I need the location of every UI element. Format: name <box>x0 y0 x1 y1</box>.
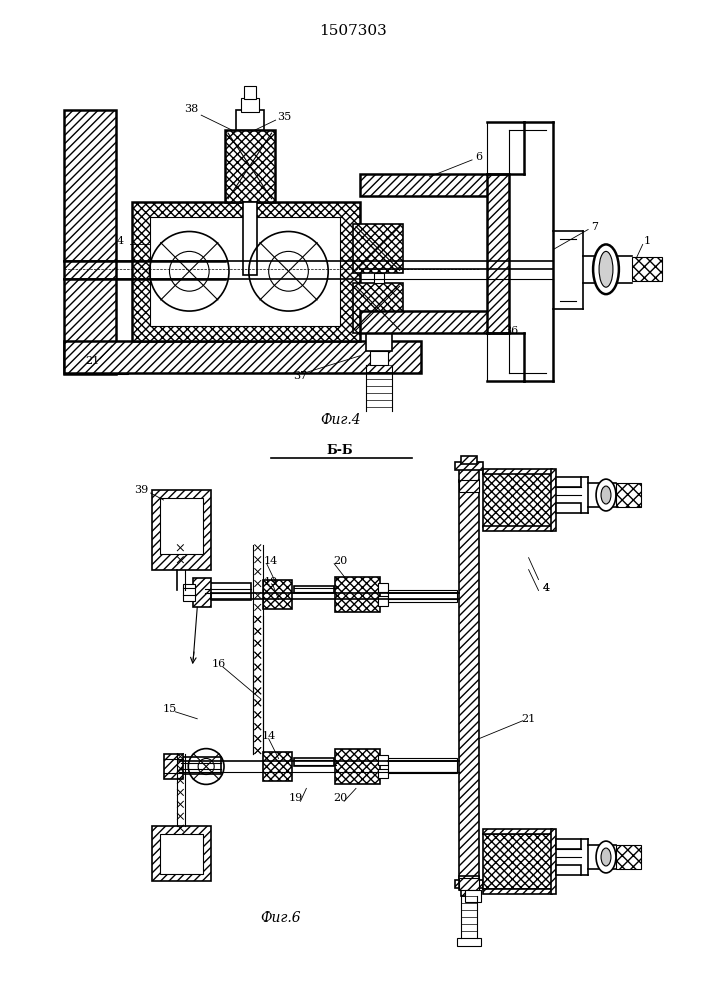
Bar <box>483 829 552 834</box>
Bar <box>378 755 387 765</box>
Bar <box>483 834 552 889</box>
Bar <box>483 469 552 474</box>
Ellipse shape <box>596 479 616 511</box>
Text: 16: 16 <box>212 659 226 669</box>
Bar <box>225 130 274 202</box>
Bar <box>459 480 479 492</box>
Bar <box>263 752 293 781</box>
Ellipse shape <box>599 251 613 287</box>
Bar <box>243 202 257 275</box>
Bar <box>205 583 251 600</box>
Text: 1507303: 1507303 <box>319 24 387 38</box>
Bar <box>335 749 380 784</box>
Bar <box>459 878 479 890</box>
Text: 37: 37 <box>293 371 308 381</box>
Bar <box>459 480 479 878</box>
Text: 14: 14 <box>264 556 278 566</box>
Bar <box>132 202 360 341</box>
Bar <box>378 768 387 778</box>
Bar <box>193 578 211 607</box>
Text: 38: 38 <box>184 104 199 114</box>
Bar <box>295 586 334 593</box>
Bar <box>465 890 481 902</box>
Bar <box>483 472 552 527</box>
Bar <box>461 888 477 896</box>
Bar <box>236 110 264 130</box>
Bar <box>360 174 489 196</box>
Text: 6: 6 <box>475 152 483 162</box>
Bar <box>151 490 211 570</box>
Bar <box>556 839 581 849</box>
Text: 4: 4 <box>543 583 550 593</box>
Ellipse shape <box>601 486 611 504</box>
Bar <box>116 341 128 374</box>
Bar <box>150 217 340 326</box>
Bar <box>616 845 641 869</box>
Bar <box>64 110 116 374</box>
Bar <box>160 498 203 554</box>
Bar <box>459 876 479 890</box>
Bar <box>360 311 489 333</box>
Bar <box>556 503 581 513</box>
Bar <box>387 758 457 773</box>
Text: Фиг.6: Фиг.6 <box>260 911 301 925</box>
Bar <box>151 826 211 881</box>
Bar <box>551 829 556 894</box>
Bar <box>335 577 380 612</box>
Text: 14: 14 <box>262 731 276 741</box>
Text: 36: 36 <box>505 326 519 336</box>
Text: 21: 21 <box>522 714 536 724</box>
Bar <box>366 333 392 351</box>
Bar <box>616 483 641 507</box>
Bar <box>487 174 509 333</box>
Bar <box>551 469 556 531</box>
Bar <box>183 584 195 601</box>
Bar <box>556 477 581 487</box>
Text: 15: 15 <box>163 704 177 714</box>
Text: 7: 7 <box>592 222 599 232</box>
Bar <box>461 456 477 464</box>
Bar <box>160 834 203 874</box>
Bar <box>483 526 552 531</box>
Bar <box>353 283 402 333</box>
Ellipse shape <box>596 841 616 873</box>
Bar <box>387 590 457 602</box>
Bar <box>163 754 183 779</box>
Bar <box>556 865 581 875</box>
Bar <box>459 468 479 482</box>
Text: 20: 20 <box>333 793 347 803</box>
Bar <box>370 351 387 365</box>
Text: 39: 39 <box>134 485 148 495</box>
Bar <box>632 257 662 281</box>
Text: 1: 1 <box>644 236 651 246</box>
Ellipse shape <box>601 848 611 866</box>
Bar <box>182 757 221 774</box>
Text: 19: 19 <box>288 793 303 803</box>
Text: 20: 20 <box>333 556 347 566</box>
Bar <box>483 889 552 894</box>
Text: 19: 19 <box>264 577 278 587</box>
Bar <box>378 583 387 592</box>
Bar <box>295 758 334 766</box>
Bar <box>263 580 293 609</box>
Text: 4: 4 <box>116 236 124 246</box>
Text: 4: 4 <box>543 583 550 593</box>
Bar <box>455 462 483 470</box>
Bar <box>244 86 256 99</box>
Bar <box>374 273 384 283</box>
Text: Б-Б: Б-Б <box>327 444 354 457</box>
Text: 21: 21 <box>85 356 99 366</box>
Ellipse shape <box>593 244 619 294</box>
Bar <box>378 596 387 606</box>
Bar <box>241 98 259 112</box>
Bar <box>455 880 483 888</box>
Text: Фиг.4: Фиг.4 <box>320 413 361 427</box>
Text: 35: 35 <box>277 112 292 122</box>
Bar <box>457 938 481 946</box>
Bar <box>64 341 421 373</box>
Bar <box>353 224 402 273</box>
